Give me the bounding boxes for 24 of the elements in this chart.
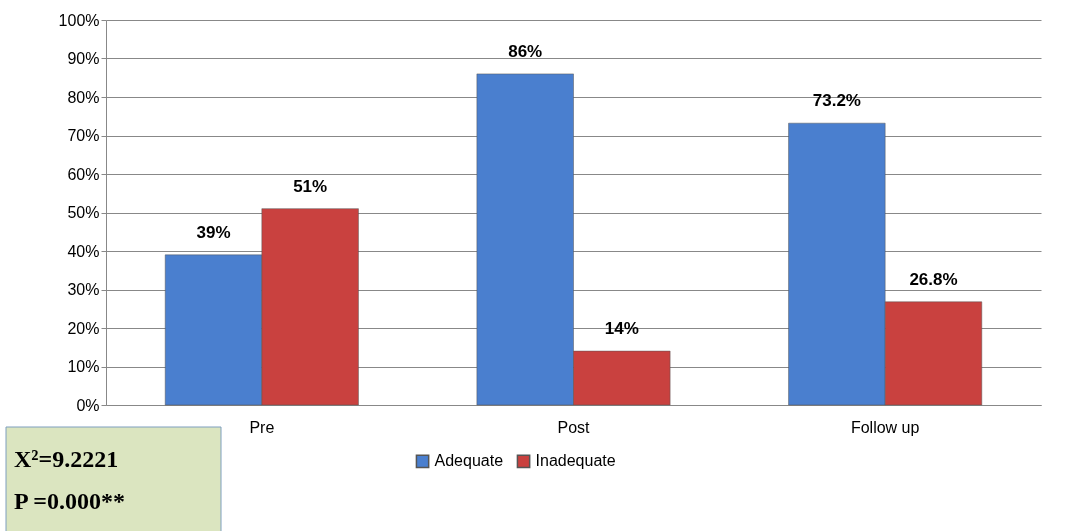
text: X²=9.2221 [14,446,119,472]
data-label: 39% [196,222,231,242]
y-tick-label: 60% [67,165,100,183]
data-label: 51% [293,176,328,196]
data-label: 73.2% [812,91,861,111]
y-tick-label: 20% [67,319,100,337]
y-tick-label: 0% [76,396,100,414]
y-tick-label: 90% [67,50,100,67]
y-tick-label: 100% [58,11,100,29]
legend-label: Adequate [434,452,504,470]
y-tick-label: 40% [67,242,100,260]
y-tick-label: 30% [67,281,100,298]
x-tick-label: Follow up [850,418,920,436]
data-label: 26.8% [909,269,958,289]
y-tick-label: 80% [67,88,100,106]
y-tick-label: 50% [67,204,100,221]
x-tick-label: Post [557,418,591,436]
x-tick-label: Pre [249,418,275,436]
data-label: 86% [508,41,543,61]
y-tick-label: 10% [67,358,100,375]
data-label: 14% [604,319,639,339]
legend-label: Inadequate [535,452,616,470]
text: P =0.000** [14,488,126,514]
y-tick-label: 70% [67,127,100,144]
